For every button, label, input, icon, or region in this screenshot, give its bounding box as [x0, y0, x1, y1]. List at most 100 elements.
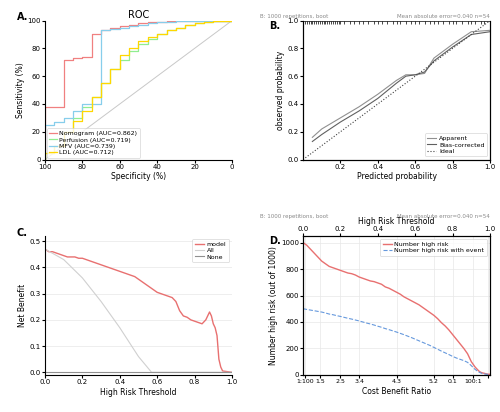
- Perfusion (AUC=0.719): [154, 36, 160, 41]
- MFV (AUC=0.739): [80, 101, 86, 106]
- MFV (AUC=0.739): [60, 115, 66, 120]
- Legend: model, All, None: model, All, None: [192, 239, 229, 262]
- Apparent: [487, 28, 493, 33]
- Bias-corrected: [468, 32, 474, 37]
- MFV (AUC=0.739): [70, 115, 76, 120]
- MFV (AUC=0.739): [98, 101, 104, 106]
- Nomogram (AUC=0.862): [173, 18, 179, 23]
- Nomogram (AUC=0.862): [164, 19, 170, 24]
- Nomogram (AUC=0.862): [126, 22, 132, 27]
- Perfusion (AUC=0.719): [229, 18, 235, 23]
- LDL (AUC=0.712): [192, 22, 198, 27]
- All: [154, 370, 160, 375]
- LDL (AUC=0.712): [52, 150, 58, 155]
- Apparent: [468, 29, 474, 34]
- Number high risk with event: [434, 347, 440, 352]
- Perfusion (AUC=0.719): [136, 42, 141, 47]
- Perfusion (AUC=0.719): [80, 104, 86, 109]
- Perfusion (AUC=0.719): [136, 49, 141, 54]
- Number high risk: [420, 305, 426, 310]
- MFV (AUC=0.739): [52, 122, 58, 127]
- All: [60, 257, 66, 262]
- LDL (AUC=0.712): [80, 108, 86, 113]
- LDL (AUC=0.712): [88, 108, 94, 113]
- Nomogram (AUC=0.862): [60, 57, 66, 62]
- Perfusion (AUC=0.719): [70, 115, 76, 120]
- Number high risk: [375, 281, 381, 286]
- Number high risk with event: [485, 372, 491, 377]
- Bias-corrected: [318, 132, 324, 137]
- Bias-corrected: [394, 81, 400, 86]
- Nomogram (AUC=0.862): [154, 19, 160, 24]
- LDL (AUC=0.712): [126, 46, 132, 51]
- MFV (AUC=0.739): [145, 21, 151, 26]
- LDL (AUC=0.712): [182, 22, 188, 27]
- X-axis label: High Risk Threshold: High Risk Threshold: [100, 388, 176, 397]
- Bias-corrected: [375, 96, 381, 101]
- Apparent: [403, 73, 409, 77]
- MFV (AUC=0.739): [126, 23, 132, 28]
- All: [117, 325, 123, 330]
- LDL (AUC=0.712): [220, 18, 226, 23]
- Nomogram (AUC=0.862): [126, 23, 132, 28]
- LDL (AUC=0.712): [210, 18, 216, 23]
- Text: D.: D.: [270, 236, 281, 246]
- Bias-corrected: [310, 139, 316, 144]
- MFV (AUC=0.739): [60, 119, 66, 124]
- Number high risk with event: [375, 324, 381, 329]
- Perfusion (AUC=0.719): [42, 157, 48, 162]
- Number high risk: [300, 240, 306, 245]
- Perfusion (AUC=0.719): [117, 67, 123, 72]
- MFV (AUC=0.739): [154, 21, 160, 26]
- Number high risk: [416, 302, 422, 307]
- LDL (AUC=0.712): [229, 18, 235, 23]
- MFV (AUC=0.739): [182, 18, 188, 23]
- Nomogram (AUC=0.862): [70, 57, 76, 62]
- Nomogram (AUC=0.862): [117, 25, 123, 30]
- Nomogram (AUC=0.862): [145, 21, 151, 26]
- model: [158, 291, 164, 296]
- LDL (AUC=0.712): [154, 35, 160, 40]
- LDL (AUC=0.712): [173, 25, 179, 30]
- LDL (AUC=0.712): [70, 118, 76, 123]
- Nomogram (AUC=0.862): [108, 28, 114, 33]
- LDL (AUC=0.712): [117, 67, 123, 72]
- Number high risk with event: [334, 313, 340, 318]
- LDL (AUC=0.712): [145, 39, 151, 44]
- Perfusion (AUC=0.719): [220, 18, 226, 23]
- Text: A.: A.: [17, 12, 28, 22]
- All: [42, 247, 48, 252]
- LDL (AUC=0.712): [154, 32, 160, 37]
- Line: Perfusion (AUC=0.719): Perfusion (AUC=0.719): [45, 21, 232, 159]
- LDL (AUC=0.712): [126, 53, 132, 58]
- Perfusion (AUC=0.719): [192, 22, 198, 27]
- X-axis label: Specificity (%): Specificity (%): [111, 173, 166, 182]
- Nomogram (AUC=0.862): [136, 21, 141, 26]
- Legend: Apparent, Bias-corrected, Ideal: Apparent, Bias-corrected, Ideal: [424, 133, 487, 157]
- Apparent: [310, 135, 316, 140]
- LDL (AUC=0.712): [117, 53, 123, 58]
- Apparent: [412, 73, 418, 77]
- MFV (AUC=0.739): [108, 28, 114, 33]
- Perfusion (AUC=0.719): [145, 36, 151, 41]
- Perfusion (AUC=0.719): [192, 21, 198, 26]
- Perfusion (AUC=0.719): [60, 143, 66, 148]
- Nomogram (AUC=0.862): [164, 18, 170, 23]
- LDL (AUC=0.712): [60, 143, 66, 148]
- Perfusion (AUC=0.719): [88, 104, 94, 109]
- LDL (AUC=0.712): [173, 28, 179, 33]
- LDL (AUC=0.712): [80, 118, 86, 123]
- Y-axis label: observed probability: observed probability: [276, 50, 285, 130]
- Y-axis label: Number high risk (out of 1000): Number high risk (out of 1000): [269, 246, 278, 365]
- MFV (AUC=0.739): [145, 22, 151, 27]
- MFV (AUC=0.739): [126, 25, 132, 30]
- Legend: Nomogram (AUC=0.862), Perfusion (AUC=0.719), MFV (AUC=0.739), LDL (AUC=0.712): Nomogram (AUC=0.862), Perfusion (AUC=0.7…: [47, 129, 140, 158]
- Perfusion (AUC=0.719): [98, 81, 104, 86]
- Number high risk: [334, 267, 340, 272]
- MFV (AUC=0.739): [173, 19, 179, 24]
- model: [42, 247, 48, 252]
- Perfusion (AUC=0.719): [210, 18, 216, 23]
- MFV (AUC=0.739): [210, 18, 216, 23]
- model: [117, 269, 123, 274]
- MFV (AUC=0.739): [192, 18, 198, 23]
